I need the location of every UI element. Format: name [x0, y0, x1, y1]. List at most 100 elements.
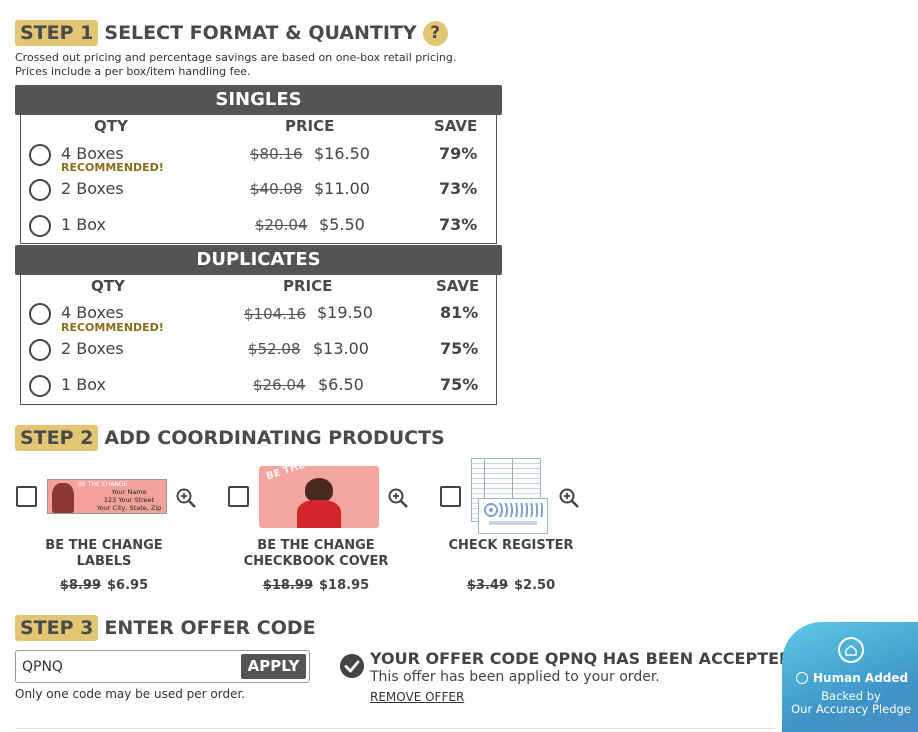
- label-name-line: Your Name: [111, 488, 147, 496]
- product-name-line2: LABELS: [76, 554, 132, 569]
- offer-code-note: Only one code may be used per order.: [15, 687, 246, 701]
- radio-button[interactable]: [29, 179, 51, 201]
- product-name: CHECK REGISTER: [441, 538, 581, 554]
- label-street-line: 123 Your Street: [103, 496, 155, 504]
- sale-price: $13.00: [313, 339, 369, 358]
- apply-button[interactable]: APPLY: [241, 654, 306, 679]
- product-original-price: $3.49: [466, 578, 508, 593]
- pricing-note-line1: Crossed out pricing and percentage savin…: [15, 51, 457, 64]
- zoom-in-icon[interactable]: [558, 487, 580, 509]
- person-dress: [297, 500, 341, 528]
- duplicates-header: DUPLICATES: [15, 245, 502, 275]
- radio-button[interactable]: [29, 303, 51, 325]
- step3-title: ENTER OFFER CODE: [104, 617, 316, 639]
- product-original-price: $18.99: [262, 578, 313, 593]
- sale-price: $19.50: [317, 303, 373, 322]
- sale-price: $16.50: [314, 144, 370, 163]
- original-price: $26.04: [253, 376, 306, 394]
- product-name: BE THE CHANGE LABELS: [24, 538, 184, 570]
- product-name: BE THE CHANGE CHECKBOOK COVER: [226, 538, 406, 570]
- duplicates-option-1-box[interactable]: 1 Box $26.04 $6.50 75%: [21, 369, 496, 405]
- person-head: [305, 478, 333, 502]
- offer-code-input[interactable]: [22, 657, 232, 677]
- step3-badge: STEP 3: [15, 615, 99, 641]
- qty-label: 2 Boxes: [61, 339, 124, 358]
- register-cover: [478, 498, 548, 534]
- qty-label: 4 Boxes: [61, 144, 124, 163]
- qty-column-header: QTY: [91, 277, 125, 295]
- register-column: [512, 459, 513, 521]
- pricing-note: Crossed out pricing and percentage savin…: [15, 51, 456, 79]
- duplicates-option-4-boxes[interactable]: 4 Boxes RECOMMENDED! $104.16 $19.50 81%: [21, 297, 496, 334]
- save-percent: 73%: [439, 179, 478, 198]
- product-checkbox[interactable]: [16, 486, 37, 507]
- radio-button[interactable]: [29, 339, 51, 361]
- step2-heading: STEP 2 ADD COORDINATING PRODUCTS: [15, 425, 445, 451]
- product-original-price: $8.99: [59, 578, 101, 593]
- sale-price: $5.50: [319, 215, 365, 234]
- product-price: $8.99 $6.95: [24, 578, 184, 593]
- check-circle-icon: [796, 672, 808, 684]
- original-price: $40.08: [250, 180, 303, 198]
- labels-thumbnail: BE THE CHANGE Your Name 123 Your Street …: [47, 479, 167, 514]
- radio-button[interactable]: [29, 215, 51, 237]
- product-sale-price: $6.95: [107, 578, 149, 593]
- qty-label: 2 Boxes: [61, 179, 124, 198]
- singles-table: QTY PRICE SAVE 4 Boxes RECOMMENDED! $80.…: [20, 115, 497, 244]
- product-name-line1: BE THE CHANGE: [257, 538, 375, 553]
- qty-column-header: QTY: [94, 117, 128, 135]
- qty-label: 1 Box: [61, 215, 107, 234]
- offer-accepted-subtitle: This offer has been applied to your orde…: [370, 669, 660, 685]
- qty-label: 1 Box: [61, 375, 107, 394]
- label-city-line: Your City, State, Zip: [96, 504, 162, 512]
- checkbook-cover-thumbnail: BE THE CHANGE: [259, 466, 379, 528]
- label-brand-text: BE THE CHANGE: [78, 481, 128, 488]
- save-percent: 73%: [439, 215, 478, 234]
- radio-button[interactable]: [29, 375, 51, 397]
- zoom-in-icon[interactable]: [387, 487, 409, 509]
- save-percent: 75%: [440, 339, 479, 358]
- product-checkbox[interactable]: [440, 486, 461, 507]
- sale-price: $6.50: [318, 375, 364, 394]
- save-percent: 79%: [439, 144, 478, 163]
- price-column-header: PRICE: [283, 277, 333, 295]
- save-percent: 75%: [440, 375, 479, 394]
- original-price: $104.16: [244, 305, 307, 323]
- singles-option-1-box[interactable]: 1 Box $20.04 $5.50 73%: [21, 209, 496, 245]
- product-price: $3.49 $2.50: [441, 578, 581, 593]
- step3-heading: STEP 3 ENTER OFFER CODE: [15, 615, 316, 641]
- duplicates-option-2-boxes[interactable]: 2 Boxes $52.08 $13.00 75%: [21, 333, 496, 369]
- singles-header: SINGLES: [15, 85, 502, 115]
- register-column: [484, 459, 485, 521]
- qty-label: 4 Boxes: [61, 303, 124, 322]
- pledge-line3: Our Accuracy Pledge: [791, 702, 911, 716]
- step1-badge: STEP 1: [15, 20, 99, 46]
- help-icon[interactable]: ?: [422, 20, 448, 46]
- person-figure: [52, 483, 74, 513]
- original-price: $20.04: [255, 216, 308, 234]
- accuracy-pledge-badge[interactable]: Human Added Backed by Our Accuracy Pledg…: [782, 622, 918, 732]
- duplicates-table: QTY PRICE SAVE 4 Boxes RECOMMENDED! $104…: [20, 275, 497, 405]
- original-price: $52.08: [248, 340, 301, 358]
- product-checkbox[interactable]: [228, 486, 249, 507]
- house-icon: [838, 637, 864, 663]
- product-price: $18.99 $18.95: [226, 578, 406, 593]
- sale-price: $11.00: [314, 179, 370, 198]
- register-title-line: [489, 521, 537, 525]
- radio-button[interactable]: [29, 144, 51, 166]
- step1-heading: STEP 1 SELECT FORMAT & QUANTITY ?: [15, 20, 448, 46]
- product-name-line1: CHECK REGISTER: [448, 538, 574, 553]
- price-column-header: PRICE: [285, 117, 335, 135]
- step2-title: ADD COORDINATING PRODUCTS: [104, 427, 445, 449]
- save-column-header: SAVE: [436, 277, 480, 295]
- original-price: $80.16: [250, 145, 303, 163]
- singles-option-2-boxes[interactable]: 2 Boxes $40.08 $11.00 73%: [21, 173, 496, 209]
- zoom-in-icon[interactable]: [175, 487, 197, 509]
- product-sale-price: $18.95: [319, 578, 370, 593]
- label-address: Your Name 123 Your Street Your City, Sta…: [92, 488, 166, 512]
- remove-offer-link[interactable]: REMOVE OFFER: [370, 690, 465, 704]
- step2-badge: STEP 2: [15, 425, 99, 451]
- step1-title: SELECT FORMAT & QUANTITY: [104, 22, 417, 44]
- singles-option-4-boxes[interactable]: 4 Boxes RECOMMENDED! $80.16 $16.50 79%: [21, 137, 496, 174]
- recommended-tag: RECOMMENDED!: [61, 161, 164, 174]
